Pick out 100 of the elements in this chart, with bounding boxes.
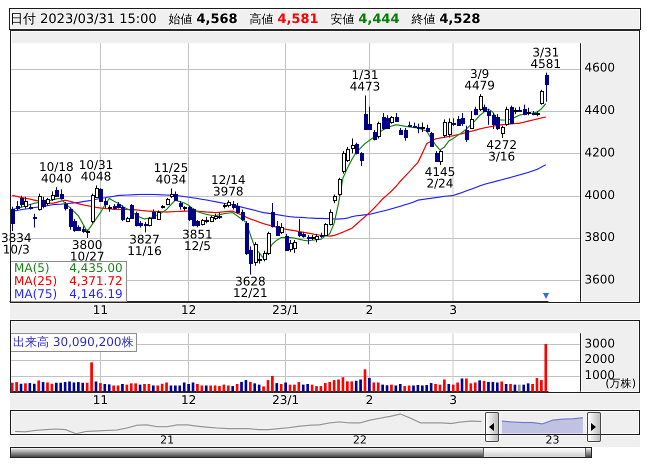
bar xyxy=(465,378,468,392)
bar xyxy=(364,369,366,392)
bar xyxy=(482,380,486,392)
bar xyxy=(526,383,530,392)
bar xyxy=(99,383,102,392)
bar xyxy=(306,384,309,392)
text: 始値 4,568 xyxy=(168,12,238,27)
bar xyxy=(258,384,260,392)
y-tick-label: 4200 xyxy=(584,145,615,160)
y-tick-label: 3800 xyxy=(584,230,615,244)
bar xyxy=(94,382,98,392)
bar xyxy=(231,386,234,392)
bar xyxy=(368,378,371,392)
bar xyxy=(315,386,318,392)
bar xyxy=(452,384,455,392)
bar xyxy=(90,362,93,392)
bar xyxy=(236,384,238,392)
bar xyxy=(478,380,481,392)
candlestick xyxy=(11,206,15,232)
text: MA(25) 4,371.72 xyxy=(14,274,123,288)
bar xyxy=(376,382,380,392)
x-tick-label: 2 xyxy=(366,392,374,407)
annotation: 3851 12/5 xyxy=(182,227,213,253)
bar xyxy=(518,384,521,392)
bar xyxy=(32,384,36,392)
annotation: 12/14 3978 xyxy=(210,172,246,198)
candlestick xyxy=(351,138,355,154)
bar xyxy=(284,382,287,392)
text: MA(75) 4,146.19 xyxy=(14,286,123,301)
bar xyxy=(81,382,84,392)
bar xyxy=(240,382,243,392)
bar xyxy=(54,382,58,392)
x-tick-label: 11 xyxy=(92,302,108,317)
y-tick-label: 3600 xyxy=(584,272,615,287)
bar xyxy=(408,385,410,392)
bar xyxy=(496,382,499,392)
bar xyxy=(59,382,62,392)
bar xyxy=(412,385,415,392)
candlestick xyxy=(461,112,465,126)
bar xyxy=(20,384,22,392)
bar xyxy=(121,384,124,392)
bar xyxy=(134,383,138,392)
chart-title: 出来高 30,090,200株 xyxy=(10,333,137,352)
text: 安値 4,444 xyxy=(330,12,400,27)
annotation: 3/9 4479 xyxy=(464,66,495,92)
bar xyxy=(386,385,388,392)
bar xyxy=(280,384,283,392)
annotation: 3827 11/16 xyxy=(127,232,162,258)
bar xyxy=(196,384,199,392)
bar xyxy=(275,383,278,392)
x-tick-label: 3 xyxy=(449,392,458,407)
x-tick-label: 12 xyxy=(180,392,196,407)
x-tick-label: 23 xyxy=(546,433,560,446)
bar xyxy=(192,382,194,392)
bar xyxy=(143,384,146,392)
bar xyxy=(46,382,49,392)
candlestick xyxy=(170,188,174,198)
bar xyxy=(253,383,256,392)
text: 高値 4,581 xyxy=(250,12,319,27)
candlestick xyxy=(368,106,372,130)
x-tick-label: 21 xyxy=(160,433,174,446)
bar xyxy=(302,384,305,392)
bar xyxy=(204,385,208,392)
annotation: 4145 2/24 xyxy=(424,165,456,191)
bar xyxy=(130,383,133,392)
bar xyxy=(126,384,128,392)
bar xyxy=(116,385,120,392)
bar xyxy=(514,384,516,392)
bar xyxy=(456,382,459,392)
bar xyxy=(328,382,332,392)
bar xyxy=(394,385,398,392)
bar xyxy=(10,382,14,392)
bar xyxy=(200,385,204,392)
bar xyxy=(170,385,172,392)
candlestick xyxy=(364,95,368,130)
candlestick xyxy=(280,222,284,234)
candlestick xyxy=(298,218,302,238)
bar xyxy=(86,382,88,392)
bar xyxy=(24,383,27,392)
bar xyxy=(460,378,464,392)
bar xyxy=(37,380,40,392)
bar xyxy=(522,384,526,392)
y-tick-label: 4000 xyxy=(584,188,615,202)
bar xyxy=(165,382,168,392)
bar xyxy=(447,384,450,392)
bar xyxy=(500,382,504,392)
x-tick-label: 22 xyxy=(352,433,367,446)
x-tick-label: 23/1 xyxy=(272,302,300,317)
y-tick-label: 3000 xyxy=(584,336,615,350)
candlestick xyxy=(33,213,37,228)
bar xyxy=(504,384,508,392)
bar xyxy=(430,383,432,392)
candlestick xyxy=(545,72,549,102)
bar xyxy=(474,382,477,392)
bar xyxy=(509,384,512,392)
annotation: 3628 12/21 xyxy=(233,274,268,300)
bar xyxy=(403,386,406,392)
bar xyxy=(354,380,358,392)
bar xyxy=(544,344,548,392)
bar xyxy=(487,382,490,392)
